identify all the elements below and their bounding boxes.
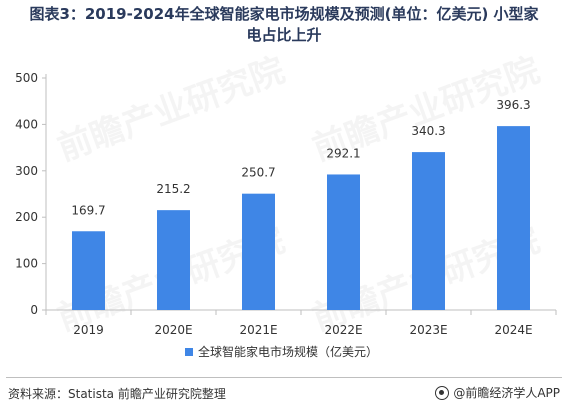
y-tick-label: 400 <box>15 117 38 131</box>
bar <box>412 152 445 310</box>
x-axis: 2019 2020E 2021E 2022E 2023E 2024E <box>45 309 557 337</box>
data-label: 215.2 <box>156 182 190 196</box>
source-note: 资料来源：Statista 前瞻产业研究院整理 <box>8 387 226 401</box>
brand-credit: @前瞻经济学人APP <box>435 384 560 401</box>
y-tick-label: 300 <box>15 164 38 178</box>
bar <box>242 193 275 310</box>
data-labels: 169.7 215.2 250.7 292.1 340.3 396.3 <box>71 98 530 217</box>
y-tick-label: 500 <box>15 71 38 85</box>
x-tick-label: 2023E <box>409 323 447 337</box>
bar <box>497 126 530 311</box>
chart-title-line-2: 电占比上升 <box>246 26 322 44</box>
footer-divider <box>6 377 562 378</box>
data-label: 169.7 <box>71 203 105 217</box>
y-tick-label: 100 <box>15 257 38 271</box>
brand-logo-icon <box>435 385 450 400</box>
legend-swatch <box>185 348 193 356</box>
data-label: 250.7 <box>241 166 275 180</box>
bar <box>157 210 190 310</box>
data-label: 292.1 <box>326 146 360 160</box>
legend-label: 全球智能家电市场规模（亿美元） <box>198 344 378 359</box>
bar-series <box>72 126 530 311</box>
x-tick-label: 2020E <box>154 323 192 337</box>
watermark-text: 前瞻产业研究院 <box>53 50 290 169</box>
brand-credit-text: @前瞻经济学人APP <box>453 386 560 400</box>
y-axis: 0 100 200 300 400 500 <box>15 71 47 317</box>
legend: 全球智能家电市场规模（亿美元） <box>185 344 378 359</box>
watermark-layer: 前瞻产业研究院前瞻产业研究院前瞻产业研究院前瞻产业研究院 <box>53 50 545 339</box>
data-label: 340.3 <box>411 124 445 138</box>
footer: 资料来源：Statista 前瞻产业研究院整理 @前瞻经济学人APP <box>0 377 568 412</box>
data-label: 396.3 <box>496 98 530 112</box>
bar <box>327 174 360 310</box>
y-tick-label: 200 <box>15 210 38 224</box>
y-tick-label: 0 <box>30 303 38 317</box>
chart-title-line-1: 图表3：2019-2024年全球智能家电市场规模及预测(单位：亿美元) 小型家 <box>29 5 539 23</box>
x-tick-label: 2019 <box>73 323 104 337</box>
chart-title: 图表3：2019-2024年全球智能家电市场规模及预测(单位：亿美元) 小型家 … <box>0 4 568 46</box>
x-tick-label: 2024E <box>494 323 532 337</box>
x-tick-label: 2021E <box>239 323 277 337</box>
bar <box>72 231 105 310</box>
x-tick-label: 2022E <box>324 323 362 337</box>
